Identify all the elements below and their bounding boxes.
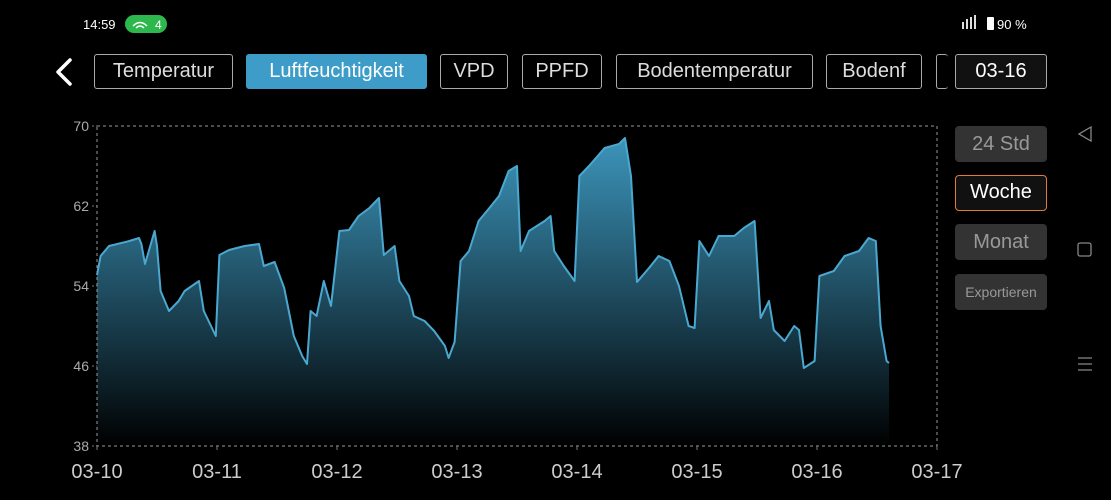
y-tick-label: 38 <box>73 438 89 454</box>
back-button[interactable] <box>56 58 72 86</box>
date-button[interactable]: 03-16 <box>955 54 1047 89</box>
hotspot-badge <box>125 15 167 33</box>
x-tick-label: 03-13 <box>431 461 482 483</box>
nav-menu[interactable] <box>1078 357 1092 371</box>
nav-home[interactable] <box>1077 242 1092 257</box>
tab-clipped[interactable] <box>936 54 948 89</box>
tab[interactable]: PPFD <box>522 54 602 89</box>
area-fill <box>97 138 889 446</box>
range-button[interactable]: Monat <box>955 224 1047 260</box>
range-button-active[interactable]: Woche <box>955 175 1047 211</box>
tab-active[interactable]: Luftfeuchtigkeit <box>246 54 427 89</box>
x-tick-label: 03-11 <box>192 461 242 483</box>
x-tick-label: 03-12 <box>311 461 362 483</box>
battery-icon <box>987 17 994 30</box>
tab[interactable]: Bodentemperatur <box>616 54 813 89</box>
tab[interactable]: Temperatur <box>94 54 233 89</box>
x-tick-label: 03-16 <box>791 461 842 483</box>
hotspot-count: 4 <box>155 18 162 32</box>
y-tick-label: 54 <box>73 278 89 294</box>
y-tick-label: 46 <box>73 358 89 374</box>
x-tick-label: 03-14 <box>551 461 602 483</box>
data-line <box>96 137 890 369</box>
range-button[interactable]: 24 Std <box>955 126 1047 162</box>
x-tick-label: 03-15 <box>671 461 722 483</box>
nav-back[interactable] <box>1077 125 1092 143</box>
x-tick-label: 03-17 <box>911 461 962 483</box>
tab[interactable]: VPD <box>440 54 508 89</box>
y-tick-label: 70 <box>73 118 89 134</box>
hotspot-icon <box>132 21 148 29</box>
export-button[interactable]: Exportieren <box>955 274 1047 310</box>
x-tick-label: 03-10 <box>71 461 122 483</box>
y-tick-label: 62 <box>73 198 89 214</box>
battery-level: 90 % <box>997 17 1027 32</box>
clock: 14:59 <box>83 17 116 32</box>
signal-icon <box>962 15 976 29</box>
tab[interactable]: Bodenf <box>826 54 922 89</box>
